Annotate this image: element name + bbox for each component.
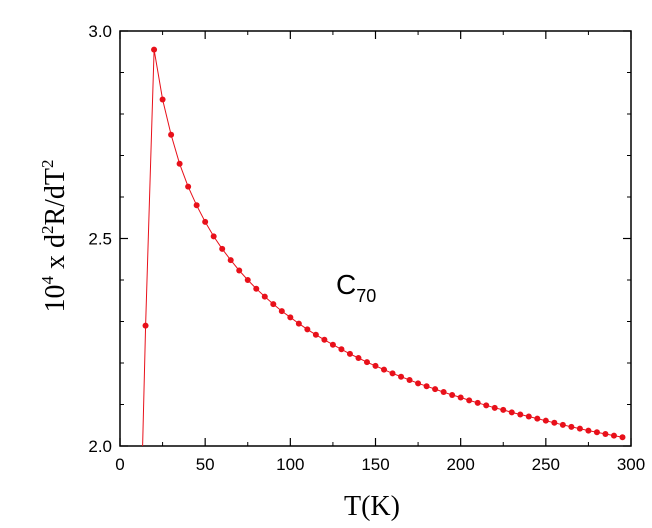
data-point: [176, 160, 183, 167]
data-point: [185, 183, 192, 190]
data-point: [202, 218, 209, 225]
data-point: [483, 402, 490, 409]
data-point: [534, 415, 541, 422]
y-axis-title-tail-sup: 2: [38, 159, 57, 168]
y-axis-title-prefix: 10: [40, 285, 71, 313]
y-axis-title-group: 104 x d2R/dT2: [38, 159, 71, 312]
y-axis-title-middle-sup: 2: [38, 226, 57, 235]
x-tick-label: 150: [361, 455, 389, 474]
data-point: [142, 322, 149, 329]
data-point: [355, 355, 362, 362]
data-point: [423, 383, 430, 390]
y-tick-label: 2.0: [88, 437, 112, 456]
data-point: [568, 423, 575, 430]
data-point: [432, 386, 439, 393]
y-axis-title-middle: x d: [40, 234, 71, 276]
data-point: [304, 326, 311, 333]
series-line: [142, 49, 623, 446]
data-point: [449, 391, 456, 398]
data-point: [619, 434, 626, 441]
data-point: [457, 394, 464, 401]
data-point: [219, 245, 226, 252]
data-point: [610, 432, 617, 439]
data-point: [270, 301, 277, 308]
y-tick-label: 2.5: [88, 230, 112, 249]
data-point: [159, 96, 166, 103]
data-point: [406, 377, 413, 384]
data-point: [474, 399, 481, 406]
annotation-text: C: [336, 269, 356, 300]
data-point: [236, 267, 243, 274]
data-point: [261, 293, 268, 300]
data-point: [559, 421, 566, 428]
data-point: [551, 419, 558, 426]
data-point: [278, 308, 285, 315]
chart-annotation: C70: [336, 269, 376, 306]
data-point: [576, 425, 583, 432]
data-point: [491, 404, 498, 411]
data-point: [389, 370, 396, 377]
data-point: [525, 413, 532, 420]
data-point: [139, 464, 145, 470]
data-point: [602, 430, 609, 437]
data-point: [338, 346, 345, 353]
y-axis-title: 104 x d2R/dT2: [38, 159, 71, 312]
data-point: [253, 285, 260, 292]
data-point: [295, 320, 302, 327]
data-point: [312, 331, 319, 338]
x-tick-label: 250: [532, 455, 560, 474]
data-point: [363, 359, 370, 366]
series-layer: [139, 46, 626, 470]
data-point: [346, 350, 353, 357]
annotation-subscript: 70: [356, 286, 376, 306]
data-point: [151, 46, 158, 53]
data-point: [517, 411, 524, 418]
data-point: [508, 409, 515, 416]
data-point: [398, 373, 405, 380]
axis-tick-labels: 0 50 100 150 200 250 300 2.0 2.5 3.0: [88, 22, 645, 474]
plot-frame: [119, 30, 632, 447]
y-tick-label: 3.0: [88, 22, 112, 41]
data-point: [381, 366, 388, 373]
data-point: [227, 257, 234, 264]
data-point: [244, 277, 251, 283]
axis-ticks: [119, 30, 632, 447]
data-point: [372, 362, 379, 369]
x-tick-label: 100: [276, 455, 304, 474]
data-point: [193, 202, 200, 209]
x-tick-label: 0: [115, 455, 124, 474]
data-point: [585, 427, 592, 434]
y-axis-title-tail: R/dT: [40, 168, 71, 226]
data-point: [440, 389, 447, 396]
data-point: [466, 397, 473, 404]
data-point: [593, 429, 600, 436]
data-point: [321, 336, 328, 343]
data-point: [415, 380, 422, 387]
data-point: [287, 314, 294, 321]
data-point: [168, 131, 175, 138]
x-tick-label: 200: [446, 455, 474, 474]
data-point: [500, 406, 507, 413]
y-axis-title-prefix-sup: 4: [38, 276, 57, 285]
x-axis-title: T(K): [344, 491, 400, 522]
x-tick-label: 300: [617, 455, 645, 474]
data-point: [210, 233, 217, 240]
data-point: [329, 341, 336, 348]
x-tick-label: 50: [196, 455, 215, 474]
data-point: [542, 417, 549, 424]
